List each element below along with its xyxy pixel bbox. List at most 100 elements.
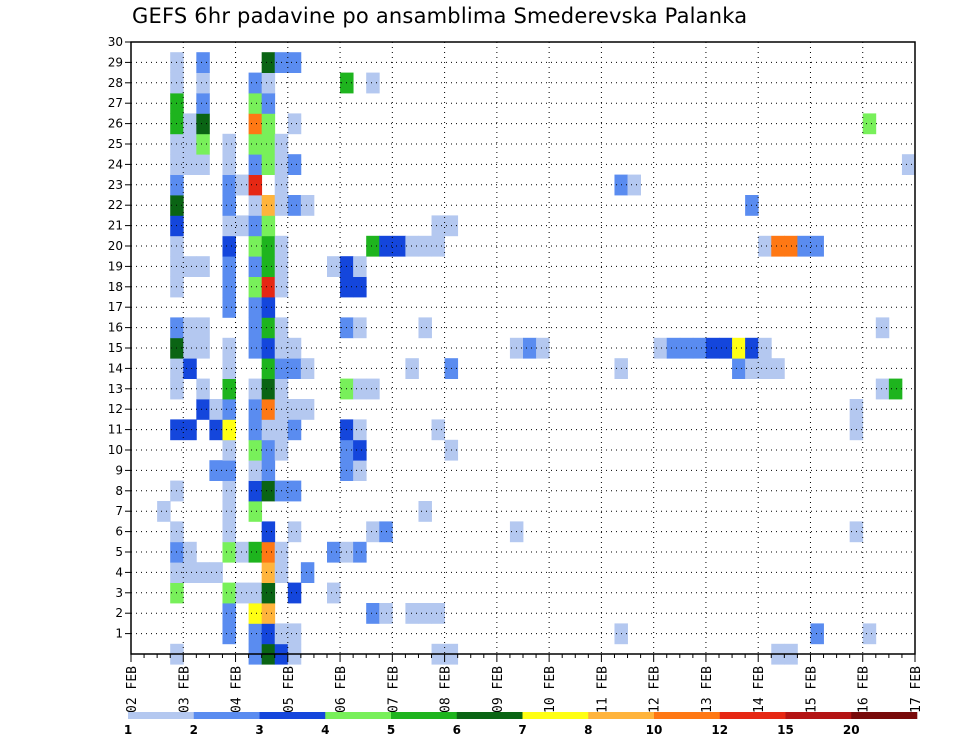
heatmap-cell bbox=[692, 337, 707, 359]
colorbar-swatch bbox=[259, 712, 326, 719]
y-tick-label: 13 bbox=[108, 382, 123, 396]
y-tick-label: 18 bbox=[108, 280, 123, 294]
x-tick-label: 13 FEB bbox=[700, 666, 715, 713]
heatmap-cell bbox=[797, 235, 811, 257]
y-tick-label: 8 bbox=[115, 484, 123, 498]
heatmap-cell bbox=[418, 317, 432, 339]
heatmap-cell bbox=[366, 603, 380, 624]
heatmap-cell bbox=[261, 113, 276, 135]
heatmap-cell bbox=[327, 541, 341, 563]
x-tick-label: 09 FEB bbox=[491, 666, 506, 713]
heatmap-cell bbox=[261, 419, 276, 441]
heatmap-cell bbox=[248, 195, 263, 216]
y-tick-label: 22 bbox=[108, 198, 123, 212]
heatmap-cell bbox=[183, 256, 197, 277]
heatmap-cell bbox=[758, 337, 772, 359]
heatmap-cell bbox=[732, 358, 746, 379]
heatmap-cell bbox=[758, 235, 772, 257]
x-tick-label: 12 FEB bbox=[648, 666, 663, 713]
heatmap-cell bbox=[431, 215, 445, 237]
heatmap-cell bbox=[248, 276, 263, 298]
heatmap-cell bbox=[248, 399, 263, 420]
heatmap-cell bbox=[222, 603, 236, 624]
heatmap-cell bbox=[771, 358, 785, 379]
heatmap-cell bbox=[222, 215, 236, 237]
heatmap-cell bbox=[353, 276, 367, 298]
heatmap-cell bbox=[261, 154, 276, 175]
colorbar-swatch bbox=[391, 712, 458, 719]
heatmap-cell bbox=[222, 399, 236, 420]
heatmap-cell bbox=[261, 439, 276, 461]
heatmap-cell bbox=[248, 174, 263, 196]
heatmap-cell bbox=[810, 623, 824, 645]
heatmap-cell bbox=[248, 337, 263, 359]
heatmap-cell bbox=[431, 419, 445, 441]
heatmap-cell bbox=[222, 541, 236, 563]
y-tick-label: 23 bbox=[108, 178, 123, 192]
heatmap-cell bbox=[536, 337, 550, 359]
heatmap-cell bbox=[196, 133, 210, 155]
heatmap-cell bbox=[666, 337, 681, 359]
colorbar-label: 10 bbox=[646, 723, 663, 737]
heatmap-cell bbox=[248, 72, 263, 94]
heatmap-cell bbox=[287, 337, 302, 359]
heatmap-cell bbox=[719, 337, 733, 359]
heatmap-cell bbox=[248, 215, 263, 237]
heatmap-cell bbox=[261, 215, 276, 237]
heatmap-cell bbox=[261, 460, 276, 481]
heatmap-cell bbox=[248, 501, 263, 522]
y-tick-label: 7 bbox=[115, 504, 123, 518]
heatmap-cell bbox=[248, 623, 263, 645]
heatmap-cell bbox=[248, 256, 263, 277]
heatmap-cell bbox=[248, 113, 263, 135]
heatmap-cell bbox=[196, 317, 210, 339]
heatmap-cell bbox=[300, 195, 315, 216]
heatmap-cell bbox=[862, 113, 877, 135]
heatmap-cell bbox=[261, 133, 276, 155]
heatmap-cell bbox=[261, 337, 276, 359]
x-tick-label: 03 FEB bbox=[177, 666, 192, 713]
plot-grid bbox=[131, 42, 915, 654]
heatmap-cell bbox=[222, 276, 236, 298]
y-tick-label: 26 bbox=[108, 117, 123, 131]
heatmap-cell bbox=[261, 399, 276, 420]
colorbar-swatch bbox=[325, 712, 392, 719]
heatmap-cell bbox=[261, 93, 276, 114]
heatmap-cell bbox=[248, 297, 263, 318]
heatmap-cell bbox=[235, 215, 249, 237]
heatmap-cell bbox=[392, 235, 406, 257]
heatmap-cell bbox=[353, 460, 367, 481]
heatmap-cell bbox=[261, 480, 276, 502]
heatmap-cell bbox=[418, 235, 432, 257]
heatmap-cell bbox=[222, 480, 236, 502]
heatmap-cell bbox=[261, 72, 276, 94]
y-axis-ticks: 1234567891011121314151617181920212223242… bbox=[108, 35, 131, 641]
heatmap-cell bbox=[222, 623, 236, 645]
colorbar-label: 12 bbox=[711, 723, 728, 737]
heatmap-cell bbox=[248, 460, 263, 481]
heatmap-cell bbox=[222, 195, 236, 216]
heatmap-cell bbox=[287, 195, 302, 216]
colorbar-swatch bbox=[654, 712, 721, 719]
heatmap-cell bbox=[261, 235, 276, 257]
heatmap-cell bbox=[353, 541, 367, 563]
colorbar-label: 8 bbox=[584, 723, 592, 737]
heatmap-cell bbox=[248, 419, 263, 441]
heatmap-cell bbox=[810, 235, 824, 257]
heatmap-cell bbox=[235, 541, 249, 563]
heatmap-cell bbox=[222, 501, 236, 522]
heatmap-cell bbox=[183, 133, 197, 155]
heatmap-cell bbox=[248, 603, 263, 624]
y-tick-label: 24 bbox=[108, 157, 123, 171]
heatmap-cell bbox=[196, 399, 210, 420]
y-tick-label: 14 bbox=[108, 361, 123, 375]
x-tick-label: 04 FEB bbox=[230, 666, 245, 713]
heatmap-cell bbox=[771, 235, 785, 257]
x-tick-label: 16 FEB bbox=[857, 666, 872, 713]
heatmap-cell bbox=[300, 358, 315, 379]
heatmap-cell bbox=[653, 337, 668, 359]
heatmap-cell bbox=[261, 52, 276, 73]
y-tick-label: 5 bbox=[115, 545, 123, 559]
heatmap-cell bbox=[196, 337, 210, 359]
heatmap-cell bbox=[261, 603, 276, 624]
